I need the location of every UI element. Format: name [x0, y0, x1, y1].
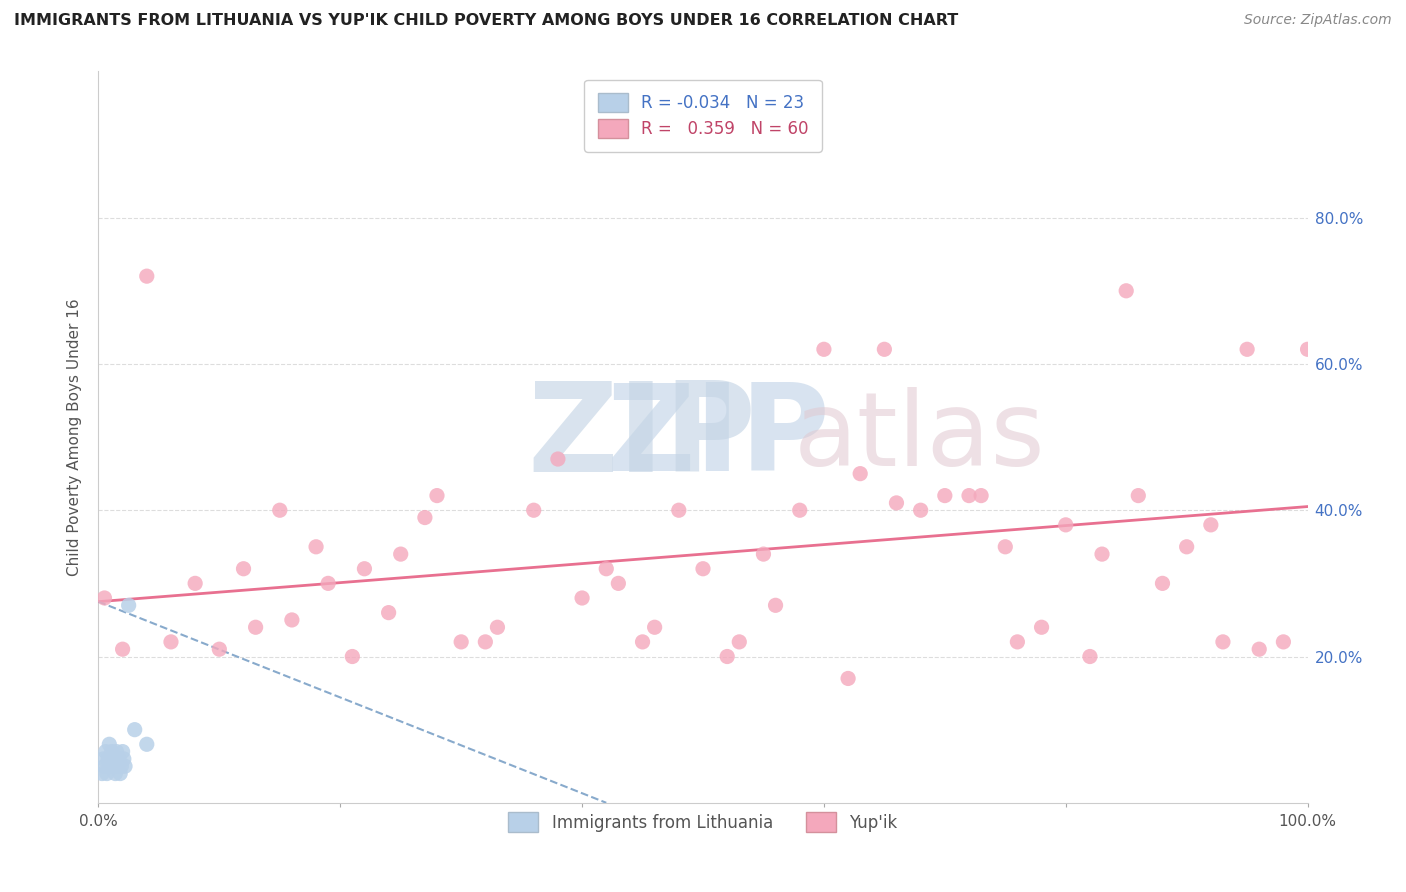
Text: ZIP: ZIP: [527, 376, 756, 498]
Point: [160, 635, 183, 649]
Point: [1152, 576, 1174, 591]
Point: [934, 489, 956, 503]
Legend: Immigrants from Lithuania, Yup'ik: Immigrants from Lithuania, Yup'ik: [502, 805, 904, 838]
Point: [789, 503, 811, 517]
Point: [111, 745, 134, 759]
Point: [849, 467, 872, 481]
Point: [208, 642, 231, 657]
Point: [957, 489, 980, 503]
Point: [93, 759, 115, 773]
Point: [104, 766, 127, 780]
Y-axis label: Child Poverty Among Boys Under 16: Child Poverty Among Boys Under 16: [67, 298, 83, 576]
Point: [232, 562, 254, 576]
Point: [98, 737, 121, 751]
Point: [994, 540, 1017, 554]
Point: [1272, 635, 1295, 649]
Point: [910, 503, 932, 517]
Point: [1199, 517, 1222, 532]
Point: [1031, 620, 1053, 634]
Point: [184, 576, 207, 591]
Point: [1212, 635, 1234, 649]
Point: [1128, 489, 1150, 503]
Point: [607, 576, 630, 591]
Point: [111, 642, 134, 657]
Point: [692, 562, 714, 576]
Point: [107, 759, 129, 773]
Point: [837, 672, 859, 686]
Point: [1175, 540, 1198, 554]
Point: [886, 496, 908, 510]
Point: [631, 635, 654, 649]
Point: [547, 452, 569, 467]
Point: [1007, 635, 1029, 649]
Point: [118, 599, 141, 613]
Point: [873, 343, 896, 357]
Point: [426, 489, 449, 503]
Point: [135, 737, 157, 751]
Point: [571, 591, 593, 605]
Point: [110, 759, 132, 773]
Point: [269, 503, 291, 517]
Point: [765, 599, 787, 613]
Point: [103, 759, 125, 773]
Point: [135, 269, 157, 284]
Point: [281, 613, 304, 627]
Point: [305, 540, 328, 554]
Point: [716, 649, 738, 664]
Point: [108, 752, 131, 766]
Point: [93, 591, 115, 605]
Point: [813, 343, 835, 357]
Point: [100, 745, 122, 759]
Point: [523, 503, 546, 517]
Point: [94, 745, 117, 759]
Point: [1091, 547, 1114, 561]
Point: [316, 576, 339, 591]
Text: atlas: atlas: [793, 386, 1046, 488]
Point: [752, 547, 775, 561]
Point: [101, 752, 124, 766]
Point: [377, 606, 399, 620]
Text: ZIP: ZIP: [606, 378, 830, 496]
Point: [245, 620, 267, 634]
Point: [1236, 343, 1258, 357]
Point: [413, 510, 436, 524]
Point: [353, 562, 375, 576]
Text: Source: ZipAtlas.com: Source: ZipAtlas.com: [1244, 13, 1392, 28]
Point: [91, 766, 114, 780]
Point: [108, 766, 131, 780]
Point: [112, 752, 135, 766]
Point: [100, 759, 122, 773]
Point: [486, 620, 509, 634]
Point: [124, 723, 146, 737]
Point: [474, 635, 496, 649]
Point: [644, 620, 666, 634]
Point: [1115, 284, 1137, 298]
Point: [91, 752, 114, 766]
Point: [105, 745, 128, 759]
Point: [97, 752, 120, 766]
Point: [668, 503, 690, 517]
Point: [1249, 642, 1271, 657]
Text: IMMIGRANTS FROM LITHUANIA VS YUP'IK CHILD POVERTY AMONG BOYS UNDER 16 CORRELATIO: IMMIGRANTS FROM LITHUANIA VS YUP'IK CHIL…: [14, 13, 959, 29]
Point: [342, 649, 364, 664]
Point: [1078, 649, 1101, 664]
Point: [1296, 343, 1319, 357]
Point: [389, 547, 412, 561]
Text: ZIPatlas: ZIPatlas: [606, 389, 1001, 485]
Point: [595, 562, 617, 576]
Point: [1054, 517, 1077, 532]
Point: [970, 489, 993, 503]
Point: [728, 635, 751, 649]
Point: [114, 759, 136, 773]
Point: [96, 766, 118, 780]
Point: [450, 635, 472, 649]
